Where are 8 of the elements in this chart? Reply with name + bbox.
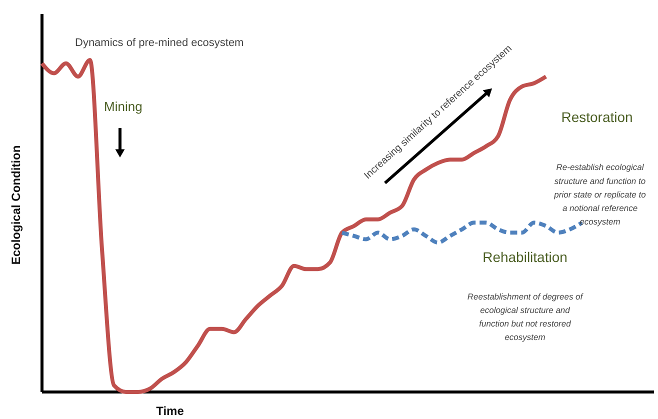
y-axis-title: Ecological Condition — [9, 145, 23, 265]
annotation: Mining — [104, 99, 142, 114]
series-label: Rehabilitation — [482, 249, 568, 265]
annotation: Reestablishment of degrees of ecological structure and function but not restored ecosystem — [467, 291, 584, 342]
annotation: Re-establish ecological structure and function to prior state or replicate to a notional reference ecosystem — [553, 162, 646, 227]
text: Restoration — [561, 109, 633, 125]
text: Dynamics of pre-mined ecosystem — [75, 37, 244, 49]
x-axis-title: Time — [156, 404, 184, 418]
